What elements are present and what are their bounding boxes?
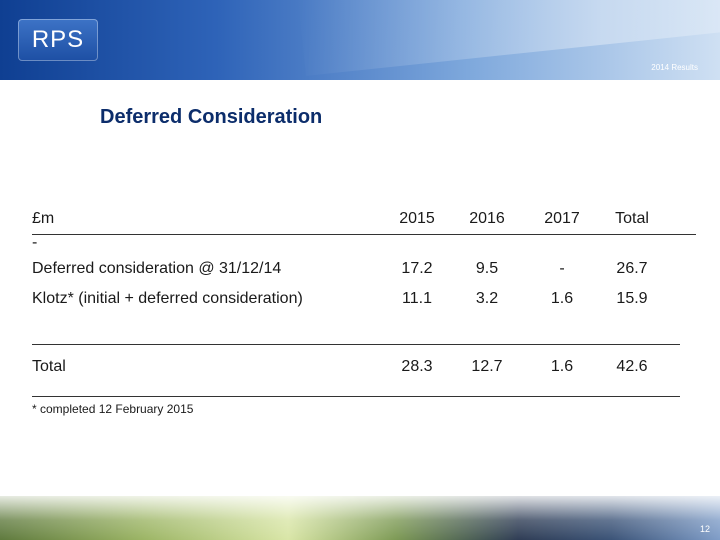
- total-row: Total 28.3 12.7 1.6 42.6: [32, 358, 696, 380]
- total-value-2015: 28.3: [401, 358, 433, 375]
- slide-header: RPS 2014 Results: [0, 0, 720, 80]
- row-value-2016: 3.2: [475, 290, 499, 307]
- table-header-row: £m 2015 2016 2017 Total -: [32, 210, 696, 251]
- column-header-2015: 2015: [399, 210, 435, 227]
- row-value-total: 26.7: [616, 260, 648, 277]
- page-number: 12: [699, 524, 710, 534]
- footnote: * completed 12 February 2015: [32, 402, 194, 416]
- total-value-2016: 12.7: [471, 358, 503, 375]
- logo-text: RPS: [31, 26, 85, 53]
- table-row: Klotz* (initial + deferred consideration…: [32, 290, 696, 312]
- currency-label: £m: [32, 210, 55, 227]
- footer-image-band: 12: [0, 496, 720, 540]
- rps-logo: RPS: [18, 19, 98, 61]
- column-header-2016: 2016: [469, 210, 505, 227]
- total-value-total: 42.6: [616, 358, 648, 375]
- row-label: Deferred consideration @ 31/12/14: [32, 260, 282, 277]
- row-value-total: 15.9: [616, 290, 648, 307]
- total-top-rule: [32, 344, 680, 345]
- table-row: Deferred consideration @ 31/12/14 17.2 9…: [32, 260, 696, 282]
- row-value-2017: 1.6: [550, 290, 574, 307]
- total-bottom-rule: [32, 396, 680, 397]
- row-label: Klotz* (initial + deferred consideration…: [32, 290, 303, 307]
- column-header-total: Total: [615, 210, 649, 227]
- total-label: Total: [32, 358, 66, 375]
- column-header-2017: 2017: [544, 210, 580, 227]
- total-value-2017: 1.6: [550, 358, 574, 375]
- header-dash: -: [32, 234, 38, 251]
- header-caption: 2014 Results: [651, 63, 698, 72]
- row-value-2015: 17.2: [401, 260, 433, 277]
- slide-title: Deferred Consideration: [100, 106, 323, 128]
- header-underline: [32, 234, 696, 235]
- row-value-2016: 9.5: [475, 260, 499, 277]
- footer-mist: [0, 496, 720, 540]
- row-value-2015: 11.1: [402, 290, 432, 307]
- row-value-2017: -: [559, 260, 565, 277]
